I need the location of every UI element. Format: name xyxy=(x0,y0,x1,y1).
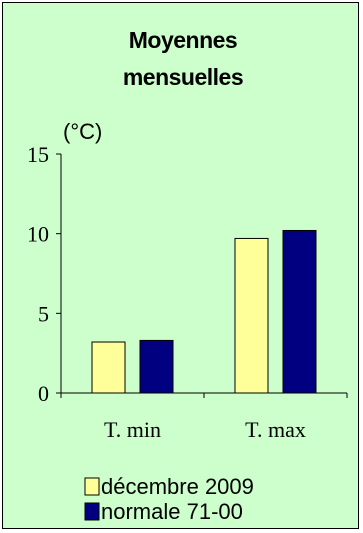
chart-svg: Moyennes mensuelles (°C) 0 5 10 15 T. min T. … xyxy=(3,3,360,530)
legend-label-decembre-2009: décembre 2009 xyxy=(101,474,254,499)
chart-title-line-1: Moyennes xyxy=(129,27,237,53)
bar-normale-71-00-t-min xyxy=(140,340,173,393)
chart-panel: Moyennes mensuelles (°C) 0 5 10 15 T. min T. … xyxy=(2,2,359,529)
legend-swatch-normale-71-00 xyxy=(85,503,99,520)
y-tick-label: 10 xyxy=(27,222,49,247)
legend-swatch-decembre-2009 xyxy=(85,478,99,495)
bar-decembre-2009-t-max xyxy=(235,238,268,393)
y-tick-label: 0 xyxy=(38,381,49,406)
y-unit-label: (°C) xyxy=(63,119,102,144)
x-tick-label: T. min xyxy=(104,417,161,442)
bar-decembre-2009-t-min xyxy=(92,342,125,393)
bar-normale-71-00-t-max xyxy=(283,230,316,393)
plot-area: 0 5 10 15 T. min T. max xyxy=(27,142,347,442)
x-tick-label: T. max xyxy=(245,417,306,442)
chart-title-line-2: mensuelles xyxy=(123,64,243,90)
y-tick-label: 5 xyxy=(38,301,49,326)
y-tick-label: 15 xyxy=(27,142,49,167)
legend-label-normale-71-00: normale 71-00 xyxy=(101,499,243,524)
